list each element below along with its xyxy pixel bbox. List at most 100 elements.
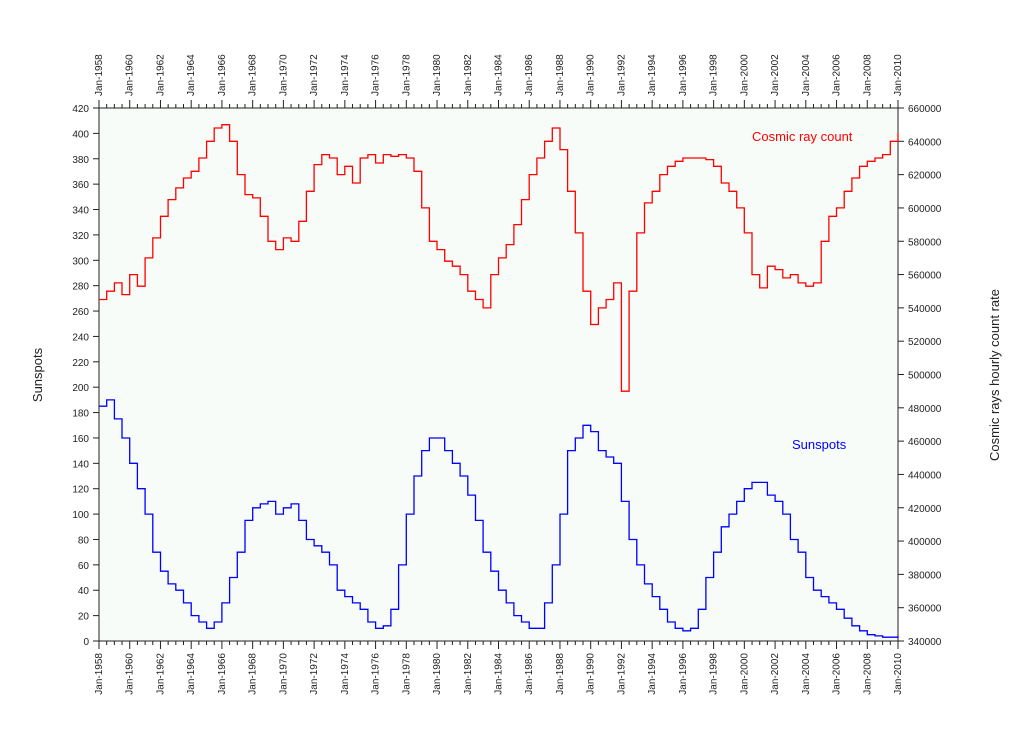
x-tick-label-top: Jan-1972 bbox=[309, 54, 320, 96]
y-tick-label-left: 240 bbox=[72, 332, 89, 343]
y-tick-label-right: 560000 bbox=[908, 271, 942, 282]
x-tick-label-bottom: Jan-2002 bbox=[770, 653, 781, 695]
x-tick-label-bottom: Jan-1970 bbox=[278, 653, 289, 695]
y-tick-label-left: 120 bbox=[72, 485, 89, 496]
x-tick-label-bottom: Jan-1980 bbox=[432, 653, 443, 695]
x-tick-label-top: Jan-2004 bbox=[801, 54, 812, 96]
right-axis-title: Cosmic rays hourly count rate bbox=[987, 289, 1002, 461]
x-tick-label-top: Jan-1996 bbox=[678, 54, 689, 96]
y-tick-label-left: 220 bbox=[72, 358, 89, 369]
bottom-axis-ticks: Jan-1958 Jan-1960 Jan-1962 Jan-1964 Jan-1966… bbox=[94, 641, 904, 695]
y-tick-label-left: 0 bbox=[83, 637, 89, 648]
x-tick-label-top: Jan-2000 bbox=[739, 54, 750, 96]
x-tick-label-bottom: Jan-1974 bbox=[340, 653, 351, 695]
x-tick-label-bottom: Jan-1996 bbox=[678, 653, 689, 695]
x-tick-label-top: Jan-2010 bbox=[893, 54, 904, 96]
x-tick-label-top: Jan-2008 bbox=[862, 54, 873, 96]
y-tick-label-left: 360 bbox=[72, 180, 89, 191]
y-tick-label-right: 460000 bbox=[908, 437, 942, 448]
y-tick-label-left: 20 bbox=[78, 612, 90, 623]
y-tick-label-left: 420 bbox=[72, 104, 89, 115]
x-tick-label-top: Jan-1966 bbox=[217, 54, 228, 96]
x-tick-label-top: Jan-1976 bbox=[371, 54, 382, 96]
x-tick-label-bottom: Jan-2004 bbox=[801, 653, 812, 695]
plot-area bbox=[98, 107, 899, 642]
x-tick-label-top: Jan-1988 bbox=[555, 54, 566, 96]
y-tick-label-right: 380000 bbox=[908, 570, 942, 581]
x-tick-label-bottom: Jan-1958 bbox=[94, 653, 105, 695]
x-tick-label-top: Jan-1962 bbox=[155, 54, 166, 96]
x-tick-label-bottom: Jan-1966 bbox=[217, 653, 228, 695]
y-tick-label-right: 580000 bbox=[908, 237, 942, 248]
x-tick-label-bottom: Jan-1964 bbox=[186, 653, 197, 695]
x-tick-label-top: Jan-1984 bbox=[494, 54, 505, 96]
y-tick-label-left: 100 bbox=[72, 510, 89, 521]
x-tick-label-bottom: Jan-1982 bbox=[463, 653, 474, 695]
left-axis-ticks: 0 20 40 60 80 100 120 140 160 180 200 220 240 260 280 3… bbox=[72, 104, 99, 648]
y-tick-label-right: 440000 bbox=[908, 470, 942, 481]
y-tick-label-left: 160 bbox=[72, 434, 89, 445]
y-tick-label-right: 600000 bbox=[908, 204, 942, 215]
y-tick-label-right: 660000 bbox=[908, 104, 942, 115]
y-tick-label-right: 340000 bbox=[908, 637, 942, 648]
x-tick-label-bottom: Jan-1992 bbox=[616, 653, 627, 695]
y-tick-label-left: 80 bbox=[78, 535, 90, 546]
y-tick-label-right: 520000 bbox=[908, 337, 942, 348]
x-tick-label-bottom: Jan-1998 bbox=[709, 653, 720, 695]
x-tick-label-bottom: Jan-1988 bbox=[555, 653, 566, 695]
y-tick-label-left: 280 bbox=[72, 282, 89, 293]
y-tick-label-right: 620000 bbox=[908, 171, 942, 182]
y-tick-label-right: 500000 bbox=[908, 371, 942, 382]
x-tick-label-bottom: Jan-2010 bbox=[893, 653, 904, 695]
y-tick-label-left: 180 bbox=[72, 409, 89, 420]
sunspots-series-line bbox=[99, 399, 899, 638]
cosmic-ray-series-label: Cosmic ray count bbox=[752, 129, 853, 144]
y-tick-label-left: 60 bbox=[78, 561, 90, 572]
x-tick-label-top: Jan-2006 bbox=[832, 54, 843, 96]
x-tick-label-bottom: Jan-1962 bbox=[155, 653, 166, 695]
x-tick-label-top: Jan-1974 bbox=[340, 54, 351, 96]
left-axis-title: Sunspots bbox=[30, 347, 45, 402]
y-tick-label-left: 200 bbox=[72, 383, 89, 394]
x-tick-label-top: Jan-1970 bbox=[278, 54, 289, 96]
x-tick-label-top: Jan-2002 bbox=[770, 54, 781, 96]
x-tick-label-top: Jan-1968 bbox=[248, 54, 259, 96]
x-tick-label-bottom: Jan-1972 bbox=[309, 653, 320, 695]
top-axis-ticks: Jan-1958 Jan-1960 Jan-1962 Jan-1964 Jan-1966… bbox=[94, 54, 904, 108]
y-tick-label-left: 140 bbox=[72, 459, 89, 470]
x-tick-label-bottom: Jan-1984 bbox=[494, 653, 505, 695]
y-tick-label-right: 400000 bbox=[908, 537, 942, 548]
x-tick-label-top: Jan-1978 bbox=[401, 54, 412, 96]
x-tick-label-bottom: Jan-1990 bbox=[586, 653, 597, 695]
x-tick-label-top: Jan-1960 bbox=[125, 54, 136, 96]
x-tick-label-top: Jan-1982 bbox=[463, 54, 474, 96]
y-tick-label-right: 480000 bbox=[908, 404, 942, 415]
x-tick-label-bottom: Jan-1978 bbox=[401, 653, 412, 695]
y-tick-label-left: 340 bbox=[72, 206, 89, 217]
sunspots-series-label: Sunspots bbox=[792, 437, 847, 452]
y-tick-label-left: 400 bbox=[72, 129, 89, 140]
y-tick-label-right: 360000 bbox=[908, 604, 942, 615]
x-tick-label-bottom: Jan-2000 bbox=[739, 653, 750, 695]
x-tick-label-bottom: Jan-1960 bbox=[125, 653, 136, 695]
x-tick-label-bottom: Jan-2008 bbox=[862, 653, 873, 695]
x-tick-label-bottom: Jan-2006 bbox=[832, 653, 843, 695]
x-tick-label-bottom: Jan-1968 bbox=[248, 653, 259, 695]
x-tick-label-top: Jan-1980 bbox=[432, 54, 443, 96]
series-layer bbox=[99, 124, 899, 638]
cosmic-ray-series-line bbox=[99, 124, 899, 392]
x-tick-label-top: Jan-1964 bbox=[186, 54, 197, 96]
y-tick-label-left: 380 bbox=[72, 155, 89, 166]
x-tick-label-top: Jan-1998 bbox=[709, 54, 720, 96]
x-tick-label-bottom: Jan-1986 bbox=[524, 653, 535, 695]
right-axis-ticks: 340000 360000 380000 400000 420000 440000 4600… bbox=[898, 104, 942, 648]
y-tick-label-right: 540000 bbox=[908, 304, 942, 315]
y-tick-label-right: 420000 bbox=[908, 504, 942, 515]
x-tick-label-bottom: Jan-1976 bbox=[371, 653, 382, 695]
x-tick-label-top: Jan-1992 bbox=[616, 54, 627, 96]
y-tick-label-right: 640000 bbox=[908, 137, 942, 148]
x-tick-label-top: Jan-1958 bbox=[94, 54, 105, 96]
x-tick-label-top: Jan-1990 bbox=[586, 54, 597, 96]
x-tick-label-bottom: Jan-1994 bbox=[647, 653, 658, 695]
